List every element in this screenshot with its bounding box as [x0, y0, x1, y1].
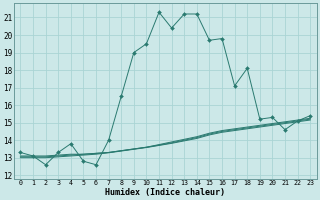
- X-axis label: Humidex (Indice chaleur): Humidex (Indice chaleur): [105, 188, 225, 197]
